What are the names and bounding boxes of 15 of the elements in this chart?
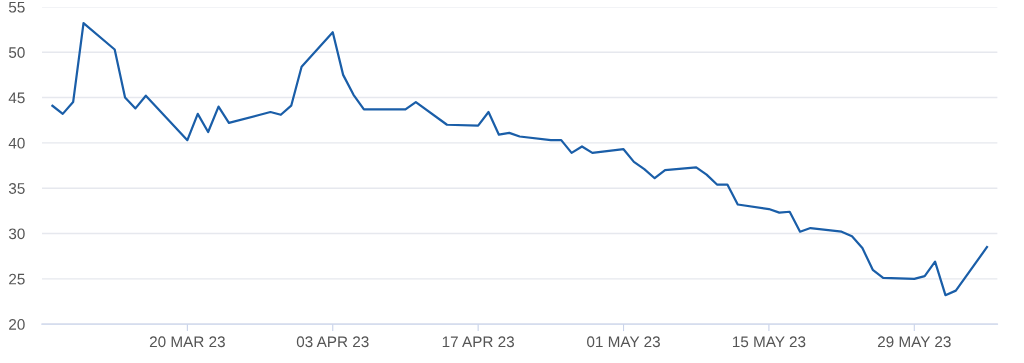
y-tick-label: 50	[8, 47, 25, 58]
y-tick-label: 45	[8, 92, 25, 104]
x-tick-label: 20 MAR 23	[149, 336, 225, 348]
x-tick-label: 15 MAY 23	[732, 336, 806, 348]
y-tick-label: 20	[9, 319, 25, 330]
x-tick-label: 03 APR 23	[296, 336, 369, 348]
y-tick-label: 40	[8, 137, 25, 149]
x-tick-label: 29 MAY 23	[877, 336, 951, 348]
y-tick-label: 30	[8, 228, 25, 240]
y-tick-label: 35	[8, 183, 25, 194]
x-tick-label: 01 MAY 23	[587, 336, 660, 348]
y-tick-label: 55	[8, 1, 25, 13]
y-tick-label: 25	[9, 273, 25, 285]
x-tick-label: 17 APR 23	[442, 336, 514, 348]
line-series	[51, 22, 989, 297]
